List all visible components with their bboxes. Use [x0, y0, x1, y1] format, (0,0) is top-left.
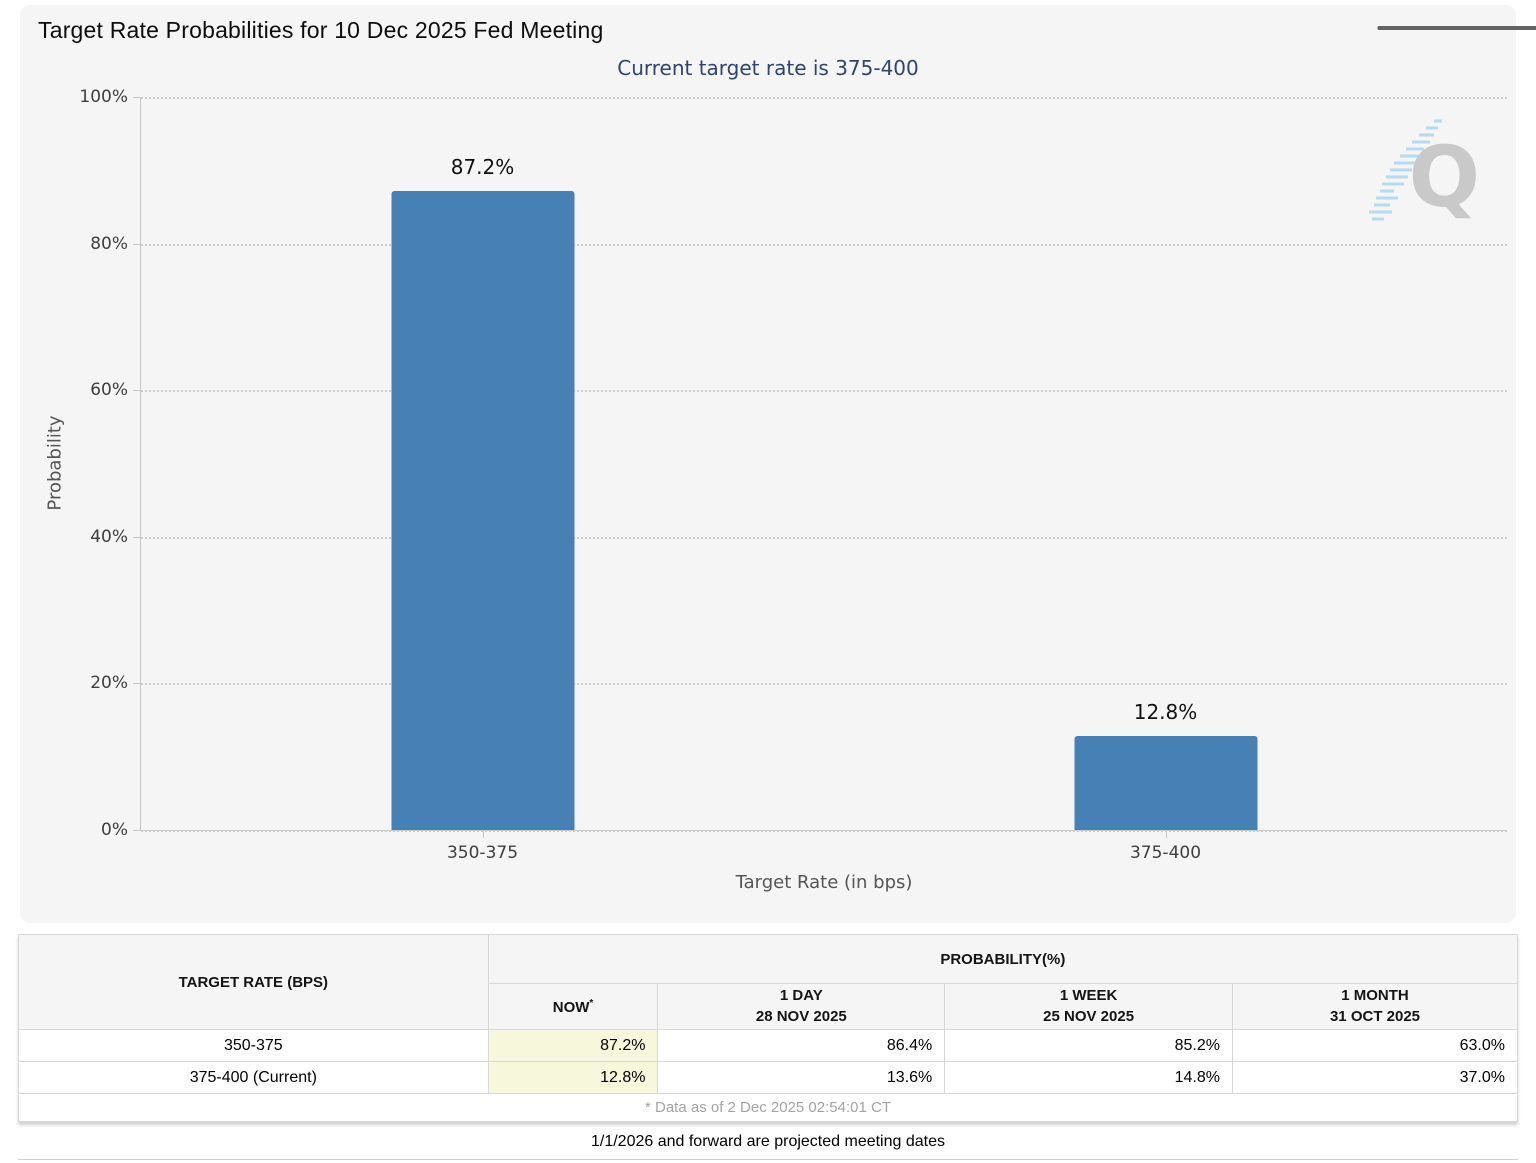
x-tick-label-375-400: 375-400 — [1129, 843, 1202, 863]
col-header-1-month-date: 31 OCT 2025 — [1329, 1007, 1421, 1025]
bar-375-400 — [1074, 736, 1257, 830]
x-axis-title: Target Rate (in bps) — [735, 872, 913, 893]
col-header-1-week-label: 1 WEEK — [1059, 987, 1118, 1005]
cell-1-week: 14.8% — [944, 1061, 1233, 1094]
now-label: NOW — [552, 998, 590, 1016]
y-tick-mark — [133, 830, 141, 831]
cell-1-month: 63.0% — [1232, 1029, 1518, 1062]
gridline-100% — [141, 97, 1507, 99]
cell-now: 87.2% — [487, 1029, 659, 1062]
x-tick-mark — [482, 830, 484, 838]
now-asterisk: * — [589, 997, 594, 1009]
cell-now: 12.8% — [487, 1061, 659, 1094]
col-header-1-week: 1 WEEK 25 NOV 2025 — [944, 983, 1233, 1030]
y-tick-mark — [133, 536, 141, 538]
y-tick-label-0%: 0% — [101, 820, 128, 840]
x-tick-label-350-375: 350-375 — [446, 843, 519, 863]
watermark-hash-lines — [1369, 119, 1442, 221]
plot-area: 0% 20% 40% 60% 80% 100% 87.2% 350-375 12.8% 375-4… — [79, 87, 1507, 893]
col-header-now: NOW* — [487, 983, 659, 1030]
col-header-target-rate: TARGET RATE (BPS) — [18, 934, 489, 1030]
probability-table-container: TARGET RATE (BPS) PROBABILITY(%) NOW* 1 … — [18, 934, 1519, 1122]
watermark-q-letter: Q — [1408, 128, 1480, 226]
cell-rate: 350-375 — [18, 1029, 489, 1062]
col-header-probability-group: PROBABILITY(%) — [487, 934, 1519, 984]
table-row: 350-375 87.2% 86.4% 85.2% 63.0% — [18, 1029, 1518, 1062]
quikstrike-watermark: Q — [1364, 117, 1486, 229]
cell-1-day: 13.6% — [657, 1061, 946, 1094]
hamburger-bar — [1377, 26, 1536, 30]
projection-note: 1/1/2026 and forward are projected meeti… — [18, 1131, 1518, 1160]
y-tick-label-100%: 100% — [79, 87, 128, 107]
table-footnote: * Data as of 2 Dec 2025 02:54:01 CT — [18, 1093, 1518, 1122]
y-tick-label-40%: 40% — [90, 526, 128, 547]
x-tick-mark — [1165, 830, 1167, 838]
cell-rate: 375-400 (Current) — [18, 1061, 489, 1094]
col-header-1-day-label: 1 DAY — [779, 987, 823, 1005]
y-axis-title: Probability — [44, 415, 66, 511]
gridline-60% — [141, 390, 1507, 393]
y-tick-label-80%: 80% — [90, 233, 128, 254]
bar-value-label-350-375: 87.2% — [450, 154, 515, 179]
y-tick-mark — [133, 243, 141, 245]
gridline-0% — [141, 830, 1507, 832]
chart-subtitle: Current target rate is 375-400 — [617, 56, 919, 80]
col-header-1-month: 1 MONTH 31 OCT 2025 — [1232, 983, 1518, 1030]
y-tick-label-20%: 20% — [90, 673, 128, 694]
cell-1-month: 37.0% — [1232, 1061, 1518, 1094]
cell-1-day: 86.4% — [657, 1029, 946, 1062]
y-tick-mark — [133, 683, 141, 685]
table-row: 375-400 (Current) 12.8% 13.6% 14.8% 37.0… — [18, 1061, 1518, 1094]
col-header-1-day-date: 28 NOV 2025 — [755, 1007, 847, 1025]
y-tick-mark — [133, 390, 141, 392]
bar-value-label-375-400: 12.8% — [1133, 700, 1198, 725]
y-tick-label-60%: 60% — [90, 380, 128, 401]
y-tick-mark — [133, 97, 141, 98]
col-header-1-day: 1 DAY 28 NOV 2025 — [657, 983, 946, 1030]
probability-table: TARGET RATE (BPS) PROBABILITY(%) NOW* 1 … — [18, 934, 1519, 1122]
fedwatch-chart-panel: Target Rate Probabilities for 10 Dec 202… — [20, 5, 1536, 923]
cell-1-week: 85.2% — [944, 1029, 1233, 1062]
gridline-40% — [141, 536, 1507, 539]
gridline-80% — [141, 243, 1507, 246]
col-header-1-week-date: 25 NOV 2025 — [1043, 1007, 1135, 1025]
col-header-1-month-label: 1 MONTH — [1341, 987, 1409, 1005]
bar-350-375 — [391, 190, 574, 830]
gridline-20% — [141, 683, 1507, 686]
chart-title: Target Rate Probabilities for 10 Dec 202… — [38, 17, 604, 43]
